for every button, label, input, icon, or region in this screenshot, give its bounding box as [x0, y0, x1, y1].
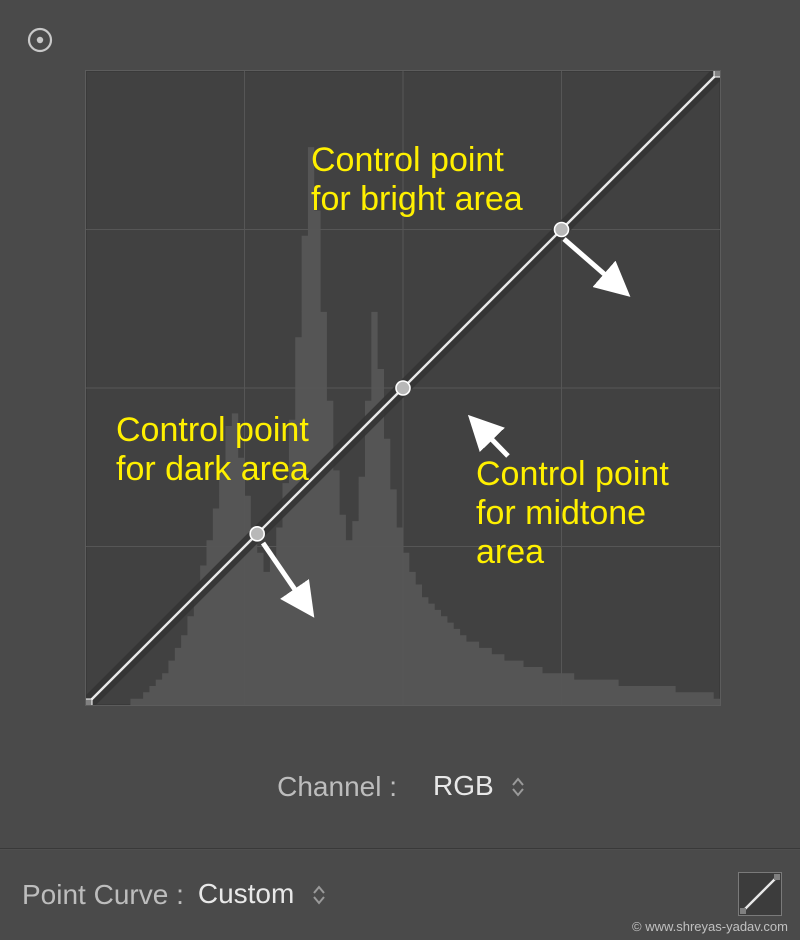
annotation-arrow — [564, 239, 626, 293]
point-curve-value: Custom — [198, 878, 294, 909]
channel-select[interactable]: RGB — [403, 770, 525, 801]
annotation-arrow — [472, 419, 508, 456]
panel-divider — [0, 848, 800, 850]
annotation-text: Control pointfor dark area — [116, 411, 309, 488]
curve-control-point[interactable] — [250, 527, 264, 541]
point-curve-row: Point Curve : Custom — [0, 878, 800, 912]
tone-curve-canvas[interactable]: Control pointfor bright area Control poin… — [86, 71, 720, 705]
tone-curve-panel: Control pointfor bright area Control poin… — [0, 0, 800, 940]
stepper-icon — [511, 772, 525, 804]
copyright-text: © www.shreyas-yadav.com — [632, 919, 788, 934]
curve-endpoint[interactable] — [714, 71, 720, 77]
annotation-text: Control pointfor bright area — [311, 141, 523, 218]
channel-value: RGB — [433, 770, 494, 801]
point-curve-select[interactable]: Custom — [198, 878, 326, 912]
targeted-adjustment-icon[interactable] — [26, 26, 54, 54]
tone-curve-editor[interactable]: Control pointfor bright area Control poin… — [85, 70, 721, 706]
stepper-icon — [312, 880, 326, 912]
point-curve-label: Point Curve : — [22, 879, 184, 911]
channel-row: Channel : RGB — [0, 770, 800, 804]
channel-label: Channel : — [277, 771, 397, 802]
point-curve-toggle-button[interactable] — [738, 872, 782, 916]
curve-endpoint[interactable] — [86, 699, 92, 705]
curve-control-point[interactable] — [555, 223, 569, 237]
annotation-text: Control pointfor midtonearea — [476, 455, 669, 571]
curve-control-point[interactable] — [396, 381, 410, 395]
